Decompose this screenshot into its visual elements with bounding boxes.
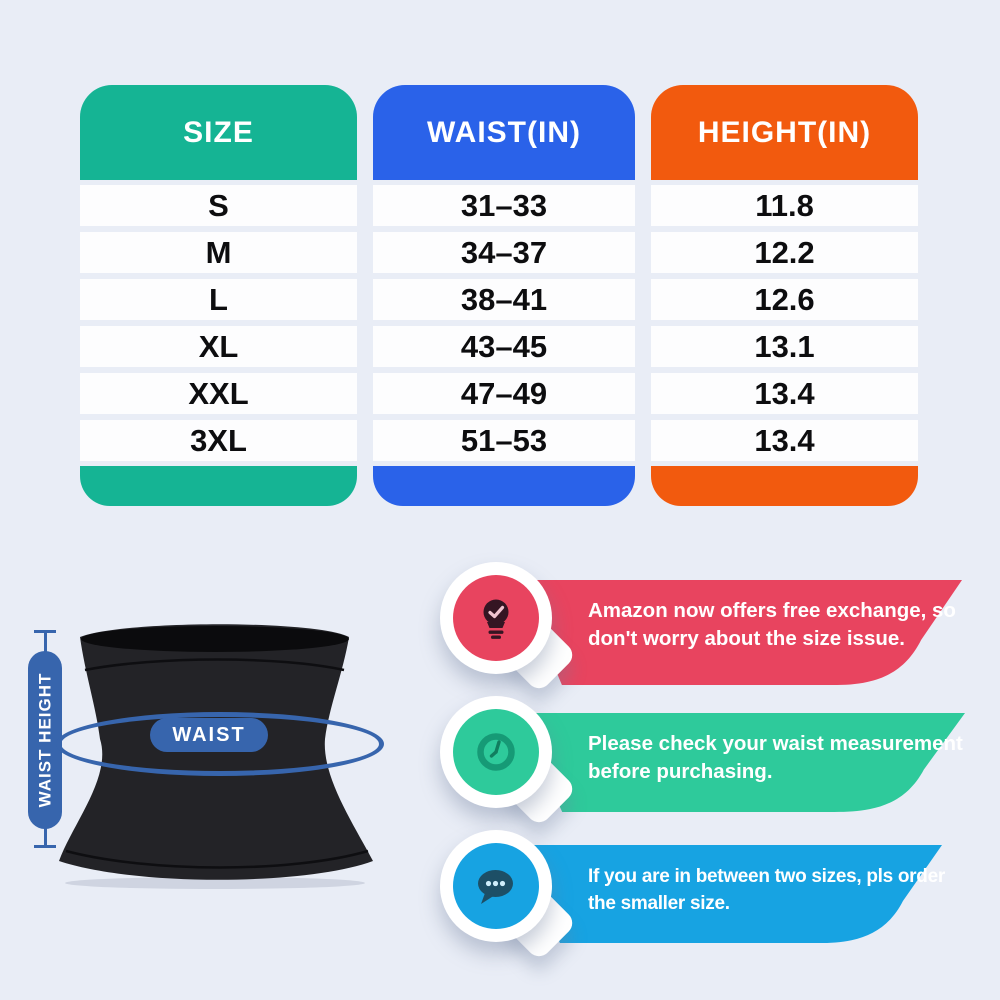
callout-badge-measure (440, 696, 578, 828)
size-cell: S (80, 185, 357, 226)
clock-icon (477, 733, 515, 771)
height-cell: 12.6 (651, 279, 918, 320)
badge-inner-circle (453, 843, 539, 929)
waist-label-pill: WAIST (150, 718, 268, 752)
size-column-body: S M L XL XXL 3XL (80, 180, 357, 461)
column-header-label: HEIGHT(IN) (697, 115, 872, 149)
waist-cell: 51–53 (373, 420, 635, 461)
size-cell: 3XL (80, 420, 357, 461)
callout-line: Please check your waist measurement (588, 732, 963, 755)
waist-column-body: 31–33 34–37 38–41 43–45 47–49 51–53 (373, 180, 635, 461)
waist-column: WAIST(IN) 31–33 34–37 38–41 43–45 47–49 … (373, 85, 635, 506)
callout-ribbon-measure (518, 713, 965, 812)
callout-line: before purchasing. (588, 760, 773, 783)
size-column: SIZE S M L XL XXL 3XL (80, 85, 357, 506)
callout-text-exchange: Amazon now offers free exchange, so don'… (588, 597, 956, 653)
waist-cell: 31–33 (373, 185, 635, 226)
height-column: HEIGHT(IN) 11.8 12.2 12.6 13.1 13.4 13.4 (651, 85, 918, 506)
column-header-label: SIZE (183, 115, 254, 149)
waist-cell: 34–37 (373, 232, 635, 273)
callout-line: the smaller size. (588, 893, 730, 914)
callout-line: don't worry about the size issue. (588, 627, 905, 650)
column-header-waist: WAIST(IN) (373, 85, 635, 180)
column-header-label: WAIST(IN) (427, 115, 581, 149)
height-cell: 13.4 (651, 373, 918, 414)
chat-bubble-icon (478, 870, 513, 904)
badge-inner-circle (453, 575, 539, 661)
waist-cell: 38–41 (373, 279, 635, 320)
callout-badge-exchange (440, 562, 578, 694)
lightbulb-check-icon (483, 599, 509, 639)
height-cell: 11.8 (651, 185, 918, 226)
measure-cap-bottom (34, 845, 56, 848)
column-footer-bar (373, 466, 635, 506)
waist-label: WAIST (172, 723, 246, 746)
waist-cell: 47–49 (373, 373, 635, 414)
callout-line: Amazon now offers free exchange, so (588, 599, 956, 622)
height-cell: 13.1 (651, 326, 918, 367)
waist-measure-ellipse (56, 712, 384, 776)
size-cell: XXL (80, 373, 357, 414)
column-header-height: HEIGHT(IN) (651, 85, 918, 180)
column-footer-bar (80, 466, 357, 506)
callout-text-measure: Please check your waist measurement befo… (588, 730, 963, 786)
callout-line: If you are in between two sizes, pls ord… (588, 866, 945, 887)
callout-badge-sizing (440, 830, 578, 962)
height-column-body: 11.8 12.2 12.6 13.1 13.4 13.4 (651, 180, 918, 461)
size-chart-table: SIZE S M L XL XXL 3XL WAIST(IN) 31–33 34… (80, 85, 918, 506)
column-header-size: SIZE (80, 85, 357, 180)
waist-cell: 43–45 (373, 326, 635, 367)
callout-ribbon-sizing (518, 845, 942, 943)
measure-cap-top (34, 630, 56, 633)
size-cell: XL (80, 326, 357, 367)
callout-text-sizing: If you are in between two sizes, pls ord… (588, 863, 945, 917)
size-cell: M (80, 232, 357, 273)
column-footer-bar (651, 466, 918, 506)
height-cell: 12.2 (651, 232, 918, 273)
height-cell: 13.4 (651, 420, 918, 461)
size-cell: L (80, 279, 357, 320)
callout-ribbon-exchange (518, 580, 962, 685)
badge-inner-circle (453, 709, 539, 795)
